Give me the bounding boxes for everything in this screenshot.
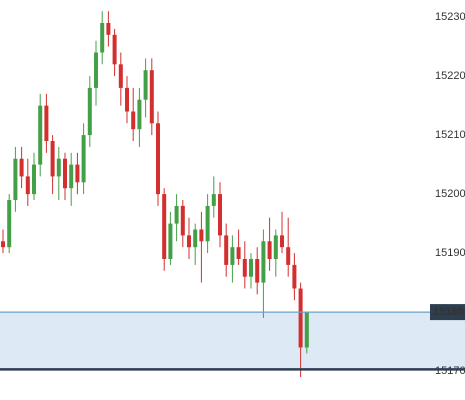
candle-body: [118, 64, 123, 88]
candle-body: [174, 205, 179, 224]
candle-body: [211, 194, 216, 206]
candle-body: [13, 158, 18, 200]
candle-body: [255, 258, 260, 283]
candle-body: [236, 247, 241, 259]
price-tag-label: 15180.0: [433, 306, 465, 318]
candle-body: [125, 87, 129, 112]
y-tick-label: 15170.0: [435, 365, 465, 377]
candle-body: [112, 34, 117, 65]
candle-body: [249, 258, 253, 277]
candle-body: [32, 164, 36, 195]
candle-body: [199, 229, 204, 242]
candle-body: [1, 241, 5, 248]
candle-body: [292, 264, 297, 289]
candle-body: [273, 235, 278, 259]
candle-body: [304, 312, 309, 348]
price-tag-box: [430, 304, 465, 321]
candle-body: [75, 164, 80, 183]
candle-body: [267, 241, 272, 259]
candle-body: [218, 194, 222, 236]
candle-body: [187, 235, 191, 248]
candle-body: [81, 135, 86, 183]
candle-body: [94, 52, 98, 88]
candle-body: [224, 235, 229, 265]
y-tick-label: 15200.0: [435, 188, 465, 200]
candle-body: [87, 87, 92, 136]
candle-body: [38, 105, 43, 165]
candle-body: [180, 205, 185, 236]
candle-body: [44, 105, 49, 142]
candle-body: [56, 158, 61, 177]
candle-body: [280, 235, 284, 248]
y-tick-label: 15190.0: [435, 247, 465, 259]
candle-body: [19, 158, 24, 177]
candle-body: [50, 141, 55, 177]
candle-body: [63, 158, 67, 189]
candle-body: [168, 223, 173, 259]
candle-body: [137, 99, 142, 130]
candle-body: [156, 123, 160, 195]
candle-body: [230, 247, 235, 265]
candle-body: [69, 164, 74, 189]
candle-body: [162, 194, 167, 259]
candle-body: [100, 23, 105, 53]
candle-body: [193, 229, 198, 248]
candle-body: [106, 23, 111, 35]
candle-body: [143, 70, 148, 100]
candle-body: [261, 241, 266, 283]
y-tick-label: 15220.0: [435, 70, 465, 82]
candle-body: [242, 258, 247, 277]
candle-body: [286, 247, 291, 265]
candle-body: [131, 111, 136, 130]
candle-body: [25, 176, 30, 195]
candle-body: [7, 200, 12, 248]
candle-body: [298, 288, 303, 348]
y-tick-label: 15210.0: [435, 129, 465, 141]
candle-body: [149, 70, 154, 124]
zone: [0, 312, 465, 370]
candle-body: [205, 205, 210, 242]
y-tick-label: 15230.0: [435, 11, 465, 23]
